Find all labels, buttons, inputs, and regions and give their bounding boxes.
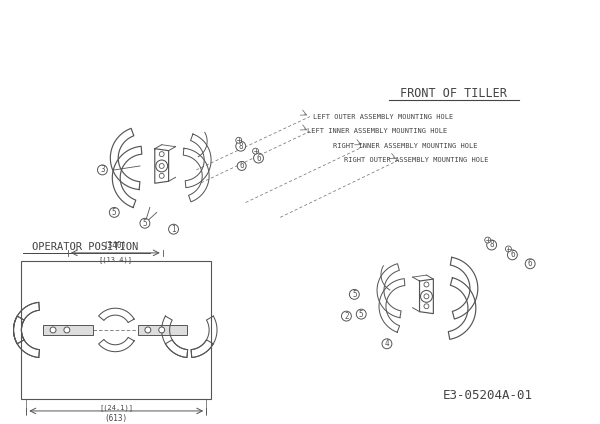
Text: 6: 6: [528, 259, 532, 268]
Text: OPERATOR POSITION: OPERATOR POSITION: [32, 242, 138, 252]
Circle shape: [349, 290, 359, 299]
Circle shape: [237, 162, 246, 170]
Text: 4: 4: [385, 339, 389, 348]
Bar: [138, 325, 187, 335]
Circle shape: [236, 141, 245, 151]
Text: 6: 6: [256, 153, 261, 162]
Text: E3-05204A-01: E3-05204A-01: [443, 389, 533, 402]
Text: 1: 1: [171, 225, 176, 234]
Text: 8: 8: [490, 240, 494, 249]
Circle shape: [487, 240, 497, 250]
Circle shape: [341, 311, 352, 321]
Text: [(13.4)]: [(13.4)]: [98, 256, 132, 262]
Text: 6: 6: [510, 250, 515, 259]
Circle shape: [356, 309, 366, 319]
Circle shape: [109, 207, 119, 218]
Text: 5: 5: [143, 219, 147, 228]
Text: 5: 5: [359, 310, 364, 319]
Circle shape: [97, 165, 107, 175]
Text: 8: 8: [238, 142, 243, 151]
Text: LEFT INNER ASSEMBLY MOUNTING HOLE: LEFT INNER ASSEMBLY MOUNTING HOLE: [307, 128, 447, 134]
Text: 5: 5: [112, 208, 116, 217]
Text: (340): (340): [104, 241, 127, 250]
Circle shape: [508, 250, 517, 260]
Circle shape: [505, 246, 511, 252]
Circle shape: [64, 327, 70, 333]
Circle shape: [140, 218, 150, 228]
Text: [(24.1)]: [(24.1)]: [99, 404, 133, 411]
Circle shape: [485, 237, 491, 243]
Circle shape: [50, 327, 56, 333]
Circle shape: [382, 339, 392, 349]
Text: 3: 3: [100, 165, 105, 174]
Circle shape: [254, 153, 263, 163]
Circle shape: [169, 224, 178, 234]
Text: 2: 2: [344, 312, 349, 321]
Text: RIGHT OUTER ASSEMBLY MOUNTING HOLE: RIGHT OUTER ASSEMBLY MOUNTING HOLE: [344, 157, 489, 163]
Text: RIGHT INNER ASSEMBLY MOUNTING HOLE: RIGHT INNER ASSEMBLY MOUNTING HOLE: [332, 143, 477, 149]
Text: (613): (613): [104, 414, 128, 423]
Bar: [22, 261, 211, 399]
Bar: [43, 325, 92, 335]
Text: 6: 6: [239, 162, 244, 170]
Text: FRONT OF TILLER: FRONT OF TILLER: [400, 87, 506, 100]
Text: 5: 5: [352, 290, 356, 299]
Text: LEFT OUTER ASSEMBLY MOUNTING HOLE: LEFT OUTER ASSEMBLY MOUNTING HOLE: [313, 114, 453, 120]
Circle shape: [525, 259, 535, 269]
Circle shape: [253, 148, 259, 154]
Circle shape: [145, 327, 151, 333]
Circle shape: [236, 137, 242, 143]
Circle shape: [159, 327, 164, 333]
